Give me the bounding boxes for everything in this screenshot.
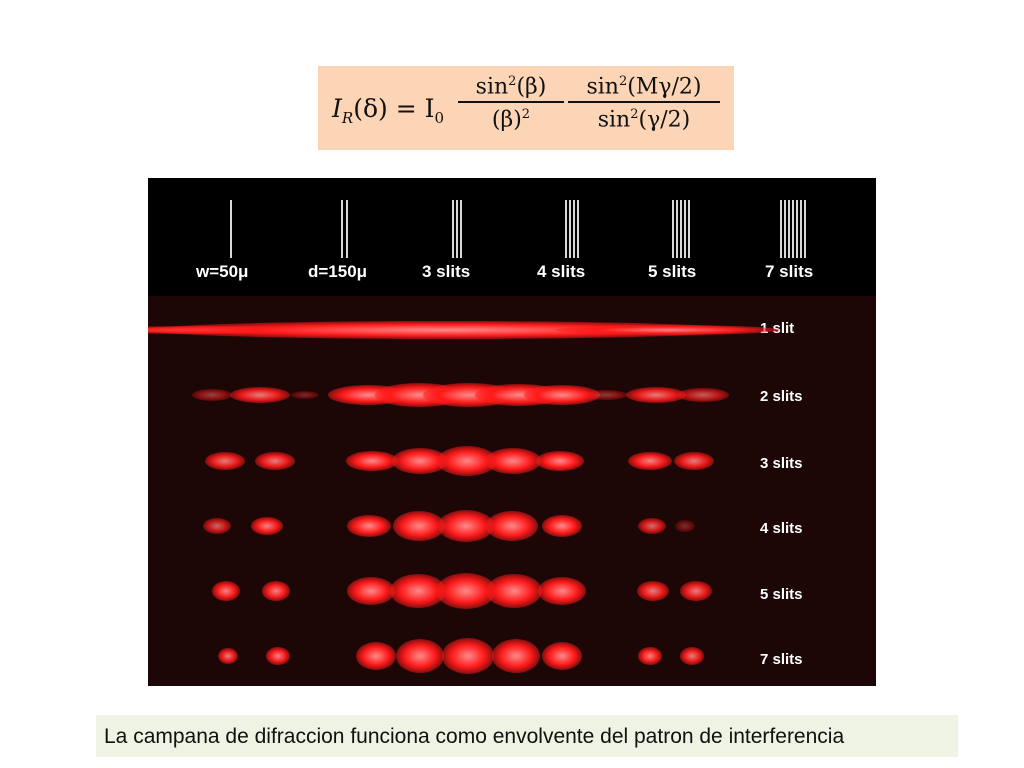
interference-spot: [628, 452, 672, 470]
interference-spot: [680, 647, 704, 665]
interference-spot: [492, 639, 540, 673]
slit-line: [456, 200, 458, 258]
interference-spot: [255, 452, 295, 470]
slit-line: [780, 200, 782, 258]
interference-spot: [524, 385, 600, 405]
interference-spot: [638, 518, 666, 534]
slit-line: [452, 200, 454, 258]
label-4-slits: 4 slits: [537, 262, 586, 281]
interference-spot: [556, 325, 780, 335]
interference-spot: [262, 581, 290, 601]
interference-fraction: sin2(Mγ/2) sin2(γ/2): [568, 74, 720, 133]
label-width: w=50μ: [196, 262, 249, 281]
interference-spot: [486, 574, 542, 608]
interference-spot: [584, 390, 628, 400]
interference-spot: [626, 387, 686, 403]
interference-spot: [347, 577, 395, 605]
interference-spot: [356, 642, 396, 670]
label-spacing: d=150μ: [308, 262, 368, 281]
interference-spot: [393, 511, 445, 541]
slit-line: [577, 200, 579, 258]
interference-spot: [396, 639, 444, 673]
interference-spot: [536, 451, 584, 471]
slit-line: [800, 200, 802, 258]
interference-spot: [637, 581, 669, 601]
label-3-slits: 3 slits: [422, 262, 471, 281]
slit-line: [230, 200, 232, 258]
row-label-3-slits: 3 slits: [760, 455, 803, 472]
interference-spot: [230, 387, 290, 403]
label-7-slits: 7 slits: [765, 262, 814, 281]
row-label-4-slits: 4 slits: [760, 520, 803, 537]
slit-line: [341, 200, 343, 258]
interference-spot: [538, 577, 586, 605]
interference-spot: [347, 515, 391, 537]
row-label-5-slits: 5 slits: [760, 586, 803, 603]
slit-line: [565, 200, 567, 258]
row-label-2-slits: 2 slits: [760, 388, 803, 405]
slit-line: [573, 200, 575, 258]
slit-line: [460, 200, 462, 258]
pattern-area: [148, 296, 876, 686]
slit-line: [680, 200, 682, 258]
interference-spot: [680, 581, 712, 601]
interference-spot: [485, 448, 541, 474]
formula-box: IR(δ) = I0 sin2(β) (β)2 sin2(Mγ/2) sin2(…: [318, 66, 734, 150]
row-label-7-slits: 7 slits: [760, 651, 803, 668]
interference-spot: [291, 391, 319, 399]
slit-line: [346, 200, 348, 258]
interference-spot: [438, 510, 494, 542]
interference-spot: [212, 581, 240, 601]
interference-spot: [251, 517, 283, 535]
slit-line: [792, 200, 794, 258]
slit-line: [684, 200, 686, 258]
slit-line: [784, 200, 786, 258]
diffraction-fraction: sin2(β) (β)2: [458, 74, 564, 133]
interference-spot: [266, 647, 290, 665]
interference-spot: [542, 515, 582, 537]
interference-spot: [346, 451, 398, 471]
interference-spot: [674, 452, 714, 470]
label-5-slits: 5 slits: [648, 262, 697, 281]
slit-line: [676, 200, 678, 258]
formula-lhs: IR(δ) = I0: [332, 94, 445, 127]
slit-line: [688, 200, 690, 258]
interference-figure: w=50μ d=150μ 3 slits 4 slits 5 slits 7 s…: [148, 178, 876, 686]
interference-spot: [192, 389, 232, 401]
interference-spot: [675, 520, 695, 532]
interference-spot: [442, 638, 494, 674]
caption-text: La campana de difraccion funciona como e…: [104, 725, 845, 748]
slit-line: [796, 200, 798, 258]
interference-spot: [486, 511, 538, 541]
slit-line: [569, 200, 571, 258]
interference-spot: [218, 648, 238, 664]
slit-line: [804, 200, 806, 258]
interference-spot: [205, 452, 245, 470]
interference-spot: [203, 518, 231, 534]
interference-spot: [677, 388, 729, 402]
interference-spot: [638, 647, 662, 665]
slit-line: [672, 200, 674, 258]
slit-line: [788, 200, 790, 258]
interference-spot: [542, 642, 582, 670]
caption-box: La campana de difraccion funciona como e…: [96, 715, 958, 757]
